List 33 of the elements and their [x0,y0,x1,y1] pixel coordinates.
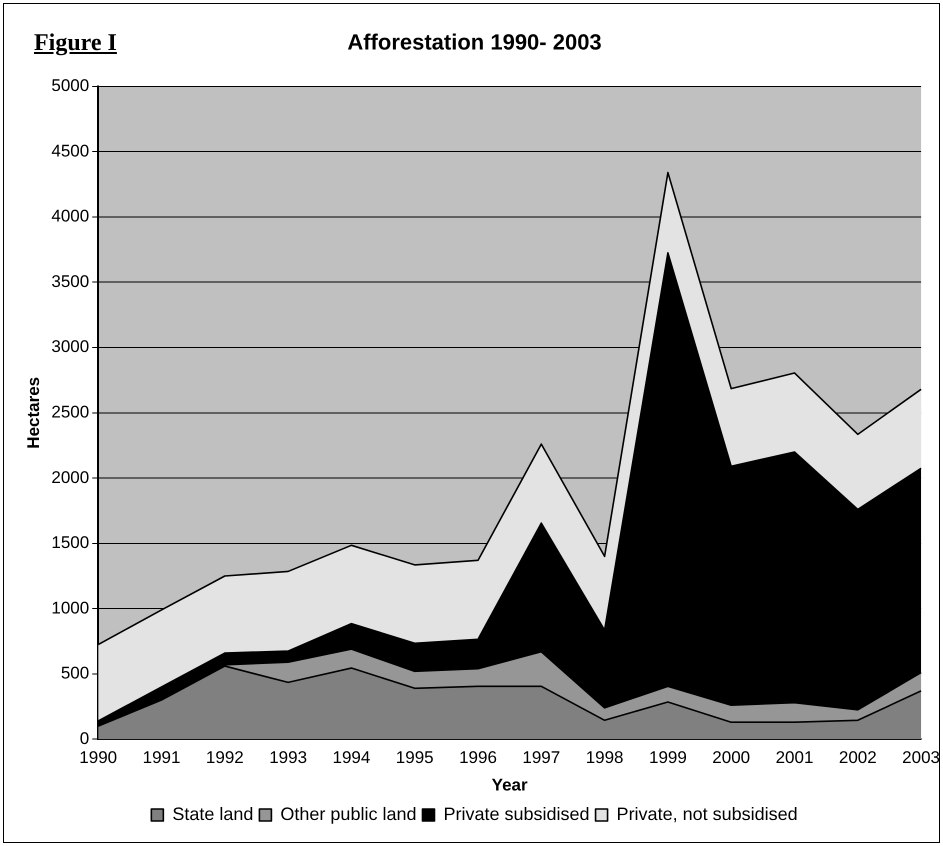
x-tick-label: 2001 [776,748,814,768]
legend-label: Other public land [280,804,416,824]
y-tick-label: 3000 [51,337,90,356]
chart-title: Afforestation 1990- 2003 [347,29,602,54]
x-tick-label: 1994 [332,748,370,768]
legend-label: Private, not subsidised [616,804,798,824]
y-tick-label: 2500 [51,402,90,422]
x-tick-label: 1999 [648,748,687,768]
y-tick-label: 5000 [51,76,90,96]
x-tick-label: 1998 [586,748,624,768]
y-tick-label: 1000 [51,598,90,618]
legend-label: Private subsidised [443,804,590,824]
text: Figure I [34,30,117,57]
y-tick-label: 500 [60,664,90,683]
x-axis-title: Year [492,775,528,794]
x-tick-label: 1990 [79,748,118,768]
x-tick-label: 1991 [142,748,180,768]
x-tick-label: 2000 [712,748,750,768]
y-tick-label: 4500 [51,141,90,160]
x-tick-label: 2002 [838,748,877,768]
y-tick-label: 4000 [51,206,90,226]
x-tick-label: 1996 [459,748,497,768]
x-tick-label: 2003 [902,748,940,768]
y-tick-label: 0 [80,728,90,748]
y-axis-title: Hectares [24,376,43,449]
x-tick-label: 1995 [396,748,434,768]
y-tick-label: 2000 [51,468,90,487]
legend-label: State land [172,804,254,824]
x-tick-label: 1997 [522,748,560,768]
y-tick-label: 1500 [51,533,90,552]
x-tick-label: 1993 [269,748,308,768]
x-tick-label: 1992 [206,748,244,768]
y-tick-label: 3500 [51,272,90,291]
